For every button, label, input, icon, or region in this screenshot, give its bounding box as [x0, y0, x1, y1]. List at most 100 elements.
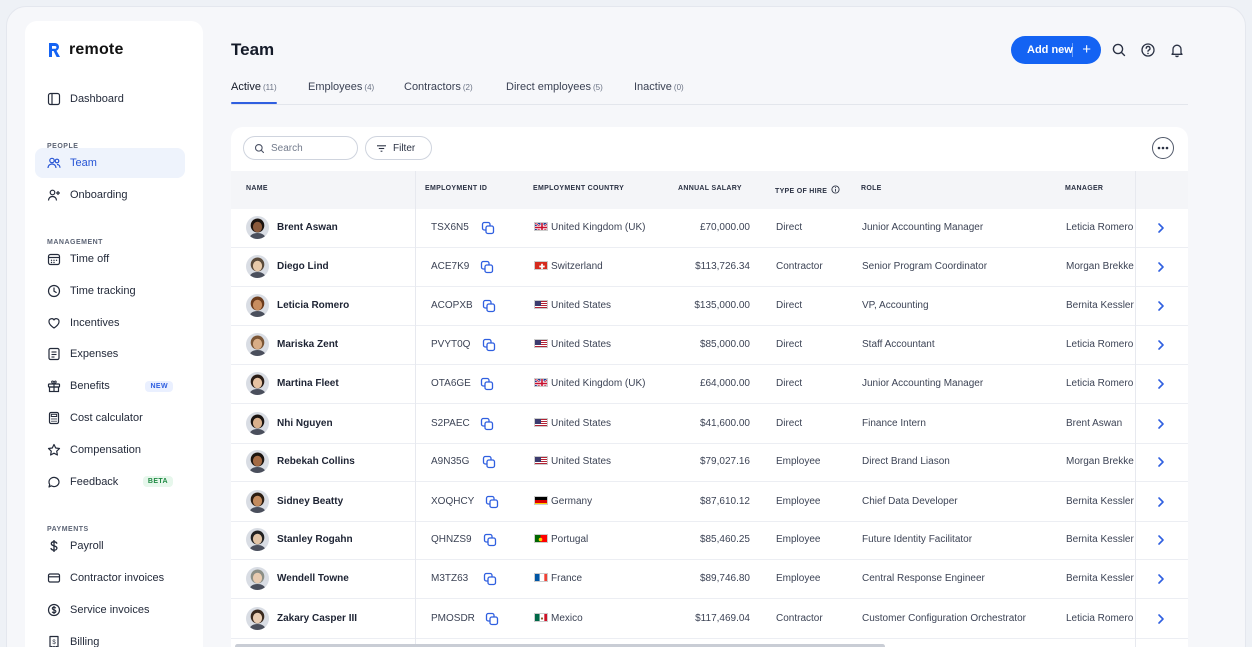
remote-logo-icon	[47, 42, 61, 58]
info-icon[interactable]	[831, 185, 840, 194]
chevron-right-icon[interactable]	[1155, 260, 1167, 274]
employee-name-cell[interactable]: Martina Fleet	[246, 372, 339, 395]
chevron-right-icon[interactable]	[1155, 612, 1167, 626]
column-header-name[interactable]: NAME	[246, 185, 268, 192]
sidebar-item-feedback[interactable]: Feedback BETA	[35, 467, 185, 497]
copy-icon[interactable]	[485, 495, 499, 509]
tab-active[interactable]: Active (11)	[231, 81, 277, 104]
sidebar-item-label: Cost calculator	[70, 412, 143, 424]
sidebar-item-expenses[interactable]: Expenses	[35, 339, 185, 369]
tab-contractors[interactable]: Contractors (2)	[404, 81, 473, 93]
copy-icon[interactable]	[481, 221, 495, 235]
feature-badge: NEW	[145, 380, 173, 392]
chevron-right-icon[interactable]	[1155, 572, 1167, 586]
table-row[interactable]: Mariska Zent PVYT0Q United States $85,000.0…	[231, 326, 1188, 365]
notification-bell-icon[interactable]	[1169, 42, 1185, 58]
chevron-right-icon[interactable]	[1155, 299, 1167, 313]
copy-icon[interactable]	[482, 455, 496, 469]
search-box[interactable]	[243, 136, 358, 160]
copy-icon[interactable]	[482, 299, 496, 313]
column-header-type-of-hire[interactable]: TYPE OF HIRE	[775, 185, 840, 195]
copy-icon[interactable]	[483, 533, 497, 547]
tab-count: (5)	[592, 83, 603, 92]
table-row[interactable]: Zakary Casper III PMOSDR Mexico $117,469.04…	[231, 600, 1188, 639]
chevron-right-icon[interactable]	[1155, 455, 1167, 469]
search-input[interactable]	[271, 142, 351, 154]
clock-icon	[47, 284, 61, 298]
chevron-right-icon[interactable]	[1155, 495, 1167, 509]
table-row[interactable]: Wendell Towne M3TZ63 France $89,746.80 Emplo…	[231, 560, 1188, 599]
sidebar-item-team[interactable]: Team	[35, 148, 185, 178]
chevron-right-icon[interactable]	[1155, 377, 1167, 391]
employee-name-cell[interactable]: Stanley Rogahn	[246, 528, 353, 551]
flag-ch-icon	[534, 261, 548, 270]
sidebar-item-onboarding[interactable]: Onboarding	[35, 180, 185, 210]
tab-count: (11)	[262, 83, 277, 92]
help-icon[interactable]	[1140, 42, 1156, 58]
table-row[interactable]: Leticia Romero ACOPXB United States $135,00…	[231, 287, 1188, 326]
chevron-right-icon[interactable]	[1155, 338, 1167, 352]
employee-name-cell[interactable]: Brent Aswan	[246, 216, 338, 239]
sidebar-item-time-tracking[interactable]: Time tracking	[35, 276, 185, 306]
copy-icon[interactable]	[483, 572, 497, 586]
filter-button[interactable]: Filter	[365, 136, 432, 160]
chevron-right-icon[interactable]	[1155, 533, 1167, 547]
team-table-card: Filter NAME EMPLOYMENT ID EMPLOYMENT COUNT…	[231, 127, 1188, 647]
search-icon[interactable]	[1111, 42, 1127, 58]
employee-name-cell[interactable]: Sidney Beatty	[246, 490, 343, 513]
employee-name-cell[interactable]: Mariska Zent	[246, 333, 338, 356]
sidebar-item-service-invoices[interactable]: Service invoices	[35, 595, 185, 625]
sidebar-item-dashboard[interactable]: Dashboard	[35, 84, 185, 114]
table-row[interactable]: Rebekah Collins A9N35G United States $79,02…	[231, 443, 1188, 482]
employee-name-cell[interactable]: Rebekah Collins	[246, 450, 355, 473]
tab-direct-employees[interactable]: Direct employees (5)	[506, 81, 603, 93]
employee-name-cell[interactable]: Nhi Nguyen	[246, 412, 333, 435]
copy-icon[interactable]	[485, 612, 499, 626]
tab-employees[interactable]: Employees (4)	[308, 81, 374, 93]
manager: Bernita Kessler	[1066, 573, 1134, 584]
sidebar-item-billing[interactable]: $ Billing	[35, 627, 185, 647]
flag-us-icon	[534, 456, 548, 465]
receipt-icon	[47, 347, 61, 361]
column-header-manager[interactable]: MANAGER	[1065, 185, 1104, 192]
column-header-employment-country[interactable]: EMPLOYMENT COUNTRY	[533, 185, 625, 192]
country-name: Mexico	[551, 613, 583, 624]
table-row[interactable]: Diego Lind ACE7K9 Switzerland $113,726.34 Co…	[231, 248, 1188, 287]
more-options-button[interactable]	[1152, 137, 1174, 159]
column-header-role[interactable]: ROLE	[861, 185, 882, 192]
copy-icon[interactable]	[480, 417, 494, 431]
column-header-annual-salary[interactable]: ANNUAL SALARY	[678, 185, 742, 192]
horizontal-scrollbar[interactable]	[235, 644, 885, 647]
brand-logo[interactable]: remote	[47, 41, 124, 59]
sidebar-item-time-off[interactable]: Time off	[35, 244, 185, 274]
table-row[interactable]: Stanley Rogahn QHNZS9 Portugal $85,460.25 Em…	[231, 521, 1188, 560]
section-label-payments: PAYMENTS	[47, 526, 89, 533]
chevron-right-icon[interactable]	[1155, 221, 1167, 235]
copy-icon[interactable]	[480, 377, 494, 391]
sidebar-item-cost-calculator[interactable]: Cost calculator	[35, 403, 185, 433]
annual-salary: $89,746.80	[699, 573, 750, 584]
tab-inactive[interactable]: Inactive (0)	[634, 81, 684, 93]
table-row[interactable]: Martina Fleet OTA6GE United Kingdom (UK) £6…	[231, 365, 1188, 404]
table-row[interactable]: Sidney Beatty XOQHCY Germany $87,610.12 Empl…	[231, 483, 1188, 522]
employee-name-cell[interactable]: Diego Lind	[246, 255, 329, 278]
sidebar-item-incentives[interactable]: Incentives	[35, 308, 185, 338]
flag-uk-icon	[534, 222, 548, 231]
table-row[interactable]: Nhi Nguyen S2PAEC United States $41,600.00 D…	[231, 405, 1188, 444]
sidebar-item-payroll[interactable]: Payroll	[35, 531, 185, 561]
country-name: Switzerland	[551, 261, 603, 272]
copy-icon[interactable]	[480, 260, 494, 274]
table-row[interactable]: Brent Aswan TSX6N5 United Kingdom (UK) £70,…	[231, 209, 1188, 248]
add-new-button[interactable]: Add new +	[1011, 36, 1101, 64]
employee-name-cell[interactable]: Zakary Casper III	[246, 607, 357, 630]
column-header-employment-id[interactable]: EMPLOYMENT ID	[425, 185, 488, 192]
sidebar-item-compensation[interactable]: Compensation	[35, 435, 185, 465]
chevron-right-icon[interactable]	[1155, 417, 1167, 431]
employee-name-cell[interactable]: Leticia Romero	[246, 294, 349, 317]
copy-icon[interactable]	[482, 338, 496, 352]
employee-name-cell[interactable]: Wendell Towne	[246, 567, 349, 590]
employee-name: Stanley Rogahn	[277, 534, 353, 545]
sidebar-item-contractor-invoices[interactable]: Contractor invoices	[35, 563, 185, 593]
sidebar-item-benefits[interactable]: Benefits NEW	[35, 371, 185, 401]
employment-id: OTA6GE	[431, 378, 471, 389]
